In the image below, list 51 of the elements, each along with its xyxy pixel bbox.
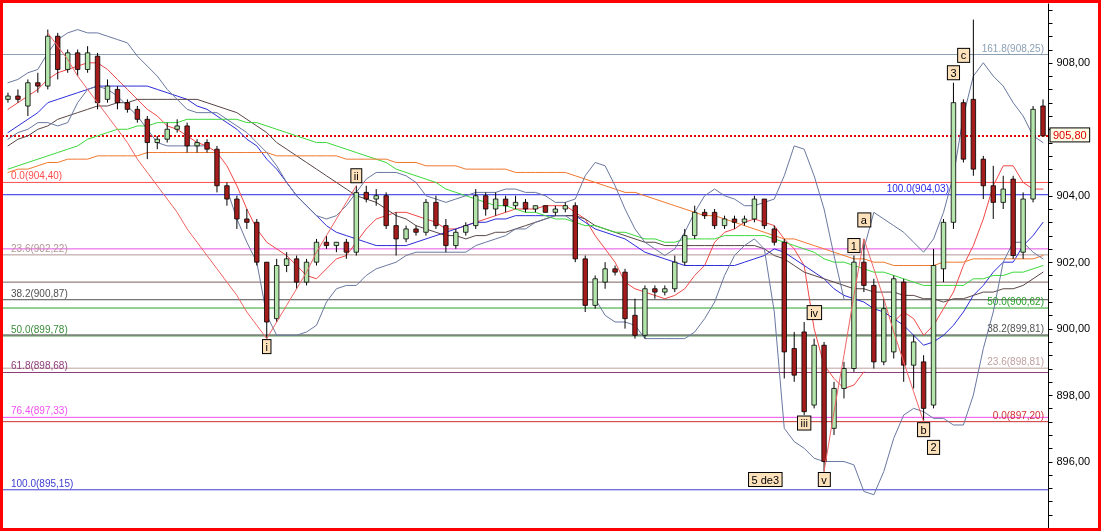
ref-line-label: 50.0(899,78)	[11, 323, 68, 335]
candlestick	[104, 78, 111, 104]
y-tick-label: 896,00	[1056, 455, 1091, 468]
ref-line-label: 38.2(900,87)	[11, 287, 68, 299]
candlestick	[5, 92, 11, 104]
candlestick	[114, 85, 121, 110]
text: ii	[353, 169, 359, 182]
ref-line-label: 0.0(904,40)	[11, 170, 63, 182]
text: 1	[850, 239, 857, 252]
text: i	[265, 340, 268, 353]
ref-line-label: 100.0(895,15)	[11, 477, 74, 489]
y-tick-label: 908,00	[1056, 56, 1091, 69]
candlestick	[75, 49, 81, 77]
text: 3	[950, 66, 957, 79]
y-tick-label: 898,00	[1056, 388, 1091, 401]
text: b	[920, 423, 927, 436]
text: iv	[810, 306, 819, 319]
candlestick	[84, 45, 91, 74]
ref-line-label: 38.2(899,81)	[987, 322, 1045, 334]
text: a	[860, 213, 867, 226]
candlestick	[204, 138, 210, 154]
text: iii	[800, 417, 808, 430]
candlestick	[692, 205, 698, 240]
text: v	[821, 473, 827, 486]
candlestick	[194, 138, 200, 154]
text: c	[960, 49, 967, 62]
candlestick	[771, 225, 777, 247]
candlestick	[711, 208, 718, 230]
candlestick	[35, 72, 41, 94]
candlestick	[652, 284, 658, 300]
ref-line-label: 100.0(904,03)	[886, 182, 950, 194]
candlestick	[25, 78, 31, 117]
y-tick-label: 904,00	[1056, 189, 1091, 202]
candlestick	[144, 115, 150, 160]
ref-line-label: 23.6(898,81)	[987, 356, 1045, 368]
candlestick	[911, 334, 917, 389]
text: 2	[930, 441, 937, 454]
ref-line-label: 161.8(908,25)	[981, 42, 1045, 54]
ref-line-label: 905,80	[1053, 128, 1087, 141]
y-tick-label: 902,00	[1056, 255, 1091, 268]
candlestick	[612, 265, 618, 276]
candlestick	[15, 88, 21, 104]
candlestick	[184, 122, 190, 154]
candlestick	[164, 122, 170, 144]
y-tick-label: 900,00	[1056, 322, 1091, 335]
ref-line-label: 76.4(897,33)	[11, 405, 68, 417]
candlestick	[632, 298, 638, 340]
candlestick	[602, 261, 608, 290]
candlestick	[751, 195, 758, 223]
ref-line-label: 61.8(898,68)	[11, 360, 68, 372]
candlestick	[841, 361, 847, 399]
